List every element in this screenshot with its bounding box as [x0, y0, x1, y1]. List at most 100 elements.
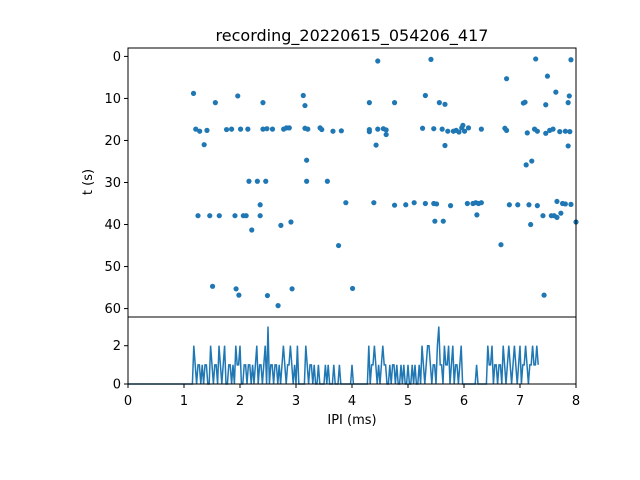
- scatter-point: [523, 162, 529, 168]
- scatter-point: [264, 292, 271, 299]
- scatter-point: [433, 201, 440, 207]
- scatter-point: [246, 178, 252, 184]
- scatter-point: [478, 200, 484, 206]
- scatter-point: [474, 212, 480, 218]
- histogram-y-ticks: 02: [113, 339, 128, 393]
- scatter-points: [190, 56, 579, 309]
- scatter-point: [445, 128, 451, 134]
- scatter-point: [304, 178, 310, 184]
- scatter-point: [338, 128, 344, 134]
- scatter-point: [464, 200, 470, 207]
- scatter-point: [544, 73, 551, 79]
- scatter-point: [534, 203, 540, 209]
- scatter-point: [442, 101, 448, 107]
- scatter-point: [229, 126, 235, 132]
- scatter-point: [207, 213, 213, 219]
- scatter-point: [236, 292, 242, 298]
- scatter-point: [366, 126, 372, 133]
- scatter-point: [439, 126, 445, 132]
- scatter-point: [526, 202, 532, 208]
- scatter-point: [541, 292, 547, 298]
- scatter-point: [428, 56, 434, 62]
- scatter-point: [553, 89, 559, 95]
- scatter-point: [286, 125, 292, 131]
- scatter-point: [524, 130, 530, 136]
- scatter-point: [324, 178, 330, 184]
- scatter-point: [411, 200, 417, 206]
- histogram-x-tick-label: 5: [404, 394, 412, 409]
- scatter-point: [554, 214, 560, 220]
- scatter-axes: 0 10 20 30 40 50 60 t (s): [81, 47, 579, 318]
- scatter-point: [403, 202, 409, 208]
- scatter-point: [461, 128, 468, 134]
- scatter-point: [562, 128, 568, 134]
- scatter-point: [349, 285, 356, 292]
- histogram-y-tick-label: 2: [113, 339, 121, 354]
- scatter-point: [212, 100, 218, 106]
- scatter-point: [422, 92, 428, 99]
- scatter-point: [209, 283, 216, 289]
- scatter-point: [257, 202, 263, 208]
- scatter-point: [465, 125, 472, 131]
- histogram-x-tick-label: 7: [516, 394, 524, 409]
- scatter-point: [562, 201, 568, 207]
- scatter-point: [447, 203, 454, 209]
- scatter-point: [375, 58, 381, 64]
- scatter-point: [567, 129, 573, 135]
- scatter-point: [201, 142, 207, 148]
- scatter-point: [263, 178, 269, 184]
- scatter-point: [460, 122, 466, 128]
- scatter-y-tick-label: 50: [104, 260, 121, 275]
- scatter-y-tick-label: 20: [104, 134, 121, 149]
- chart-title: recording_20220615_054206_417: [216, 26, 489, 46]
- histogram-y-tick-label: 0: [113, 378, 121, 393]
- histogram-x-tick-label: 1: [180, 394, 188, 409]
- scatter-point: [269, 126, 276, 132]
- scatter-point: [249, 227, 255, 233]
- histogram-x-tick-label: 8: [572, 394, 580, 409]
- scatter-point: [260, 126, 266, 132]
- scatter-point: [254, 178, 260, 184]
- histogram-x-label: IPI (ms): [327, 413, 376, 428]
- scatter-y-tick-label: 10: [104, 92, 121, 107]
- scatter-point: [529, 158, 535, 164]
- scatter-y-label: t (s): [81, 169, 96, 195]
- scatter-point: [366, 100, 372, 106]
- scatter-point: [197, 128, 203, 134]
- scatter-point: [543, 102, 549, 108]
- scatter-point: [522, 99, 528, 105]
- scatter-point: [566, 93, 572, 99]
- scatter-point: [257, 213, 263, 219]
- scatter-point: [383, 127, 389, 133]
- scatter-point: [319, 126, 325, 133]
- scatter-point: [330, 128, 336, 134]
- scatter-point: [305, 126, 311, 132]
- scatter-point: [515, 202, 521, 208]
- scatter-y-tick-label: 30: [104, 176, 121, 191]
- scatter-point: [245, 126, 251, 132]
- scatter-point: [335, 242, 342, 249]
- scatter-point: [343, 200, 349, 206]
- scatter-point: [442, 142, 448, 149]
- scatter-point: [237, 126, 244, 132]
- scatter-point: [456, 129, 462, 135]
- scatter-point: [557, 129, 563, 135]
- scatter-point: [302, 102, 308, 109]
- scatter-point: [503, 76, 510, 82]
- scatter-point: [373, 142, 379, 148]
- scatter-point: [391, 202, 398, 208]
- scatter-point: [478, 126, 484, 132]
- histogram-x-tick-label: 3: [292, 394, 300, 409]
- scatter-point: [193, 126, 199, 132]
- scatter-point: [371, 200, 377, 206]
- scatter-y-ticks: 0 10 20 30 40 50 60: [104, 50, 128, 317]
- scatter-point: [204, 127, 210, 133]
- scatter-point: [233, 286, 239, 292]
- scatter-point: [275, 303, 281, 309]
- scatter-point: [506, 202, 512, 208]
- scatter-point: [534, 128, 540, 134]
- histogram-x-tick-label: 6: [460, 394, 468, 409]
- scatter-point: [432, 218, 438, 224]
